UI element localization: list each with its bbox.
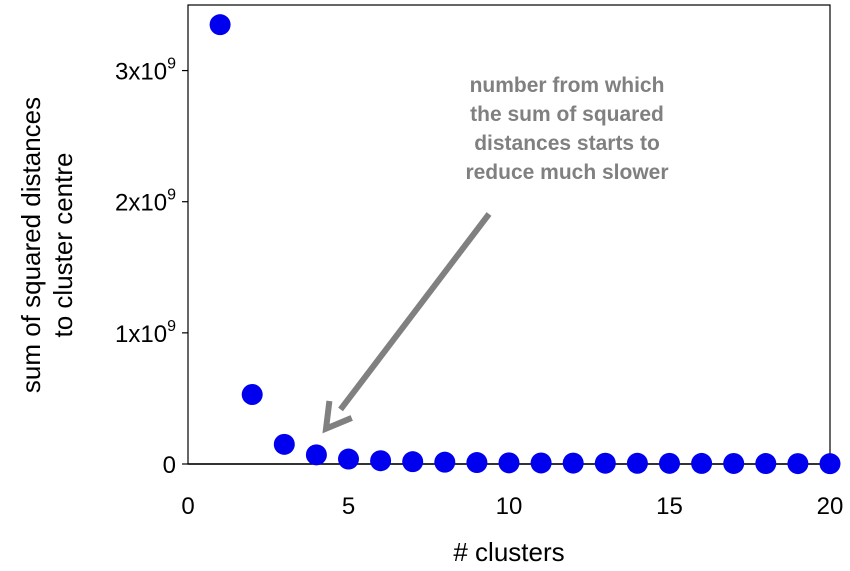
annotation: number from which the sum of squared dista… (322, 74, 669, 434)
data-point (241, 383, 263, 405)
data-point (723, 452, 745, 474)
annotation-arrow-head (322, 400, 353, 434)
data-point (659, 452, 680, 474)
data-point (530, 452, 552, 474)
data-point (434, 451, 456, 473)
data-point (466, 452, 488, 474)
y-axis-label-line-1: sum of squared distances (16, 97, 46, 393)
data-point (498, 452, 520, 474)
x-tick-label: 20 (817, 493, 844, 520)
data-point (755, 453, 777, 475)
x-tick-label: 5 (342, 493, 355, 520)
y-tick-label: 2x109 (115, 187, 176, 217)
data-point (819, 453, 841, 475)
annotation-text: number from which the sum of squared dista… (465, 74, 668, 184)
data-point (626, 452, 648, 474)
data-point (691, 452, 713, 474)
annotation-arrow-shaft (338, 212, 492, 412)
data-points (209, 14, 841, 475)
y-axis-label: sum of squared distances to cluster cent… (16, 97, 78, 393)
x-tick-label: 15 (656, 493, 683, 520)
data-point (787, 453, 809, 475)
y-tick-label: 1x109 (115, 318, 176, 348)
x-tick-label: 0 (181, 493, 194, 520)
data-point (370, 450, 392, 472)
y-tick-label: 0 (163, 452, 176, 479)
y-tick-labels: 0 1x109 2x109 3x109 (115, 56, 188, 479)
data-point (273, 433, 295, 455)
data-point (338, 448, 359, 470)
data-point (562, 452, 584, 474)
data-point (209, 14, 231, 36)
x-tick-label: 10 (496, 493, 523, 520)
y-tick-label: 3x109 (115, 56, 176, 86)
x-tick-labels: 0 5 10 15 20 (181, 493, 843, 520)
y-axis-label-line-2: to cluster centre (48, 153, 78, 338)
data-point (402, 451, 424, 473)
data-point (594, 452, 616, 474)
data-point (305, 444, 327, 466)
x-axis-label: # clusters (453, 537, 564, 567)
